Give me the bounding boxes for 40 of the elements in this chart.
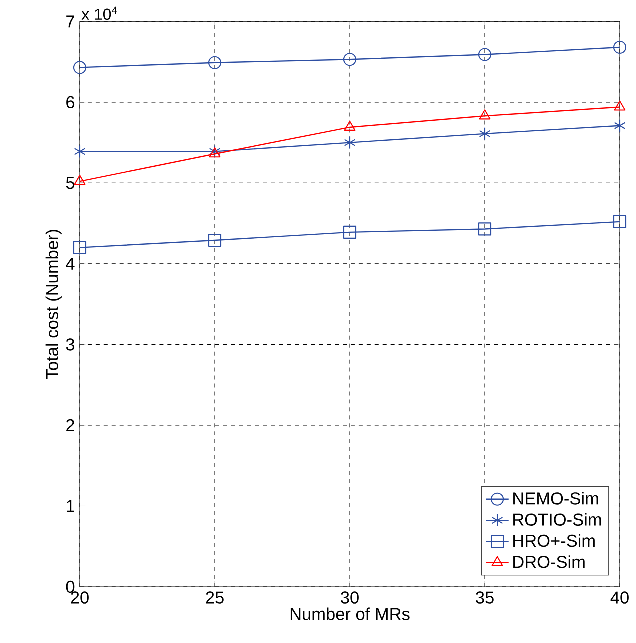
point — [614, 119, 626, 132]
legend-label: NEMO-Sim — [514, 492, 598, 505]
point — [613, 40, 627, 54]
point — [613, 215, 627, 228]
x-axis-title: Number of MRs — [290, 608, 410, 620]
point — [478, 222, 492, 236]
y-axis-title: Total cost (Number) — [46, 230, 62, 380]
point — [479, 110, 491, 120]
y-tick-label: 6 — [66, 96, 75, 109]
text: x 10$^{4}$ — [82, 6, 118, 20]
y-tick-label: 3 — [66, 338, 75, 351]
y-tick-label: 5 — [66, 177, 75, 190]
point — [343, 226, 357, 239]
point — [343, 53, 357, 66]
point — [478, 48, 492, 62]
y-tick-label: 1 — [67, 500, 74, 512]
x-tick-label: 40 — [610, 592, 629, 604]
point — [74, 175, 86, 186]
legend-label: ROTIO-Sim — [514, 513, 602, 526]
point — [208, 234, 222, 248]
point — [344, 136, 356, 150]
point — [74, 145, 86, 158]
x-tick-label: 35 — [476, 592, 494, 604]
y-tick-label: 0 — [66, 580, 75, 594]
y-tick-label: 2 — [66, 419, 74, 432]
point — [209, 145, 221, 158]
point — [614, 100, 626, 111]
point — [479, 127, 491, 140]
point — [73, 241, 87, 254]
y-tick-label: 7 — [66, 16, 74, 28]
x-tick-label: 20 — [71, 592, 89, 604]
x-tick-label: 30 — [341, 592, 359, 604]
legend-label: DRO-Sim — [514, 556, 585, 568]
legend-label: HRO+-Sim — [514, 534, 595, 548]
point — [208, 56, 222, 70]
point — [344, 120, 356, 131]
point — [209, 148, 221, 158]
y-tick-label: 4 — [66, 258, 75, 270]
x-tick-label: 25 — [206, 592, 224, 604]
point — [73, 61, 87, 74]
